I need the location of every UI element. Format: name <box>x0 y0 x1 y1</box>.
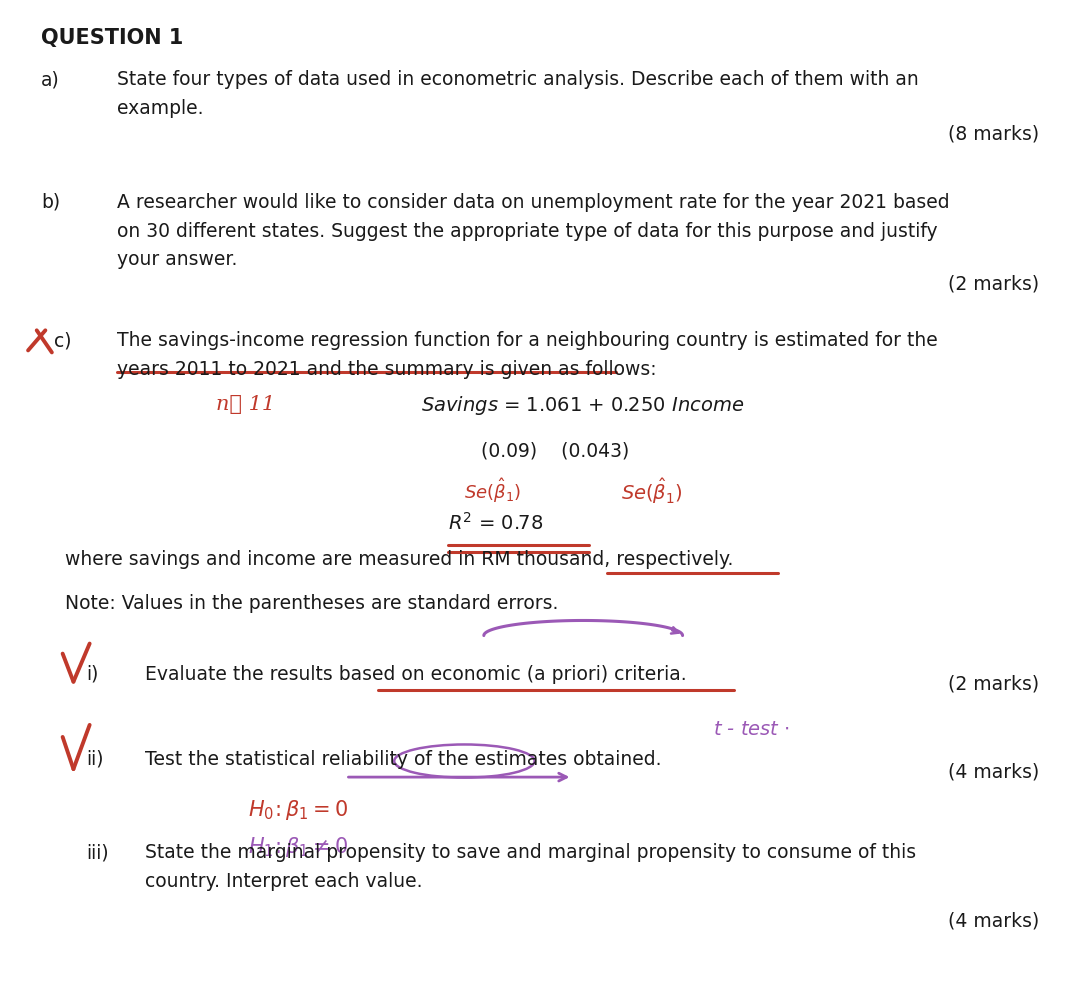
Text: $H_1\!: \beta_1 \neq 0$: $H_1\!: \beta_1 \neq 0$ <box>248 834 349 859</box>
Text: (2 marks): (2 marks) <box>948 674 1039 693</box>
Text: Note: Values in the parentheses are standard errors.: Note: Values in the parentheses are stan… <box>65 594 558 613</box>
Text: (4 marks): (4 marks) <box>948 761 1039 780</box>
Text: iii): iii) <box>86 843 109 862</box>
Text: A researcher would like to consider data on unemployment rate for the year 2021 : A researcher would like to consider data… <box>117 193 949 269</box>
Text: $H_0\!: \beta_1 = 0$: $H_0\!: \beta_1 = 0$ <box>248 797 349 821</box>
Text: (0.09)    (0.043): (0.09) (0.043) <box>481 441 629 460</box>
Text: QUESTION 1: QUESTION 1 <box>41 28 184 48</box>
Text: (2 marks): (2 marks) <box>948 274 1039 293</box>
Text: a): a) <box>41 70 59 89</box>
Text: $Se(\hat{\beta}_1)$: $Se(\hat{\beta}_1)$ <box>621 475 683 506</box>
Text: $R^2$ = 0.78: $R^2$ = 0.78 <box>448 512 543 534</box>
Text: Evaluate the results based on economic (a priori) criteria.: Evaluate the results based on economic (… <box>145 664 687 683</box>
Text: b): b) <box>41 193 60 212</box>
Text: $\mathit{Savings}$ = 1.061 + 0.250 $\mathit{Income}$: $\mathit{Savings}$ = 1.061 + 0.250 $\mat… <box>421 393 744 416</box>
Text: c): c) <box>54 331 71 350</box>
Text: n≅ 11: n≅ 11 <box>216 394 275 413</box>
Text: i): i) <box>86 664 98 683</box>
Text: The savings-income regression function for a neighbouring country is estimated f: The savings-income regression function f… <box>117 331 937 379</box>
Text: $Se(\hat{\beta}_1)$: $Se(\hat{\beta}_1)$ <box>464 475 522 505</box>
Text: State four types of data used in econometric analysis. Describe each of them wit: State four types of data used in econome… <box>117 70 918 118</box>
Text: where savings and income are measured in RM thousand, respectively.: where savings and income are measured in… <box>65 550 733 569</box>
Text: State the marginal propensity to save and marginal propensity to consume of this: State the marginal propensity to save an… <box>145 843 916 891</box>
Text: (4 marks): (4 marks) <box>948 911 1039 930</box>
Text: (8 marks): (8 marks) <box>948 124 1039 143</box>
Text: $t$ - $\mathit{test}$ $\cdot$: $t$ - $\mathit{test}$ $\cdot$ <box>713 719 789 738</box>
Text: ii): ii) <box>86 749 104 768</box>
Text: Test the statistical reliability of the estimates obtained.: Test the statistical reliability of the … <box>145 749 661 768</box>
